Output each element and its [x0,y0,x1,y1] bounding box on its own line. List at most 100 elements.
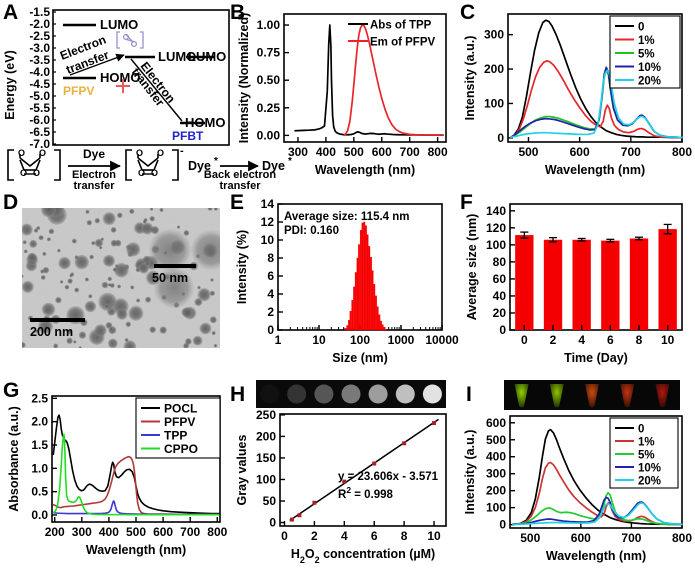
panel-i-chart: 500 600 700 800 0 100 200 300 400 500 600 Wavelengt… [463,380,692,563]
y-tick-label: 6 [267,269,274,283]
panel-a-yticks: -1.5 -2.0 -2.5 -3.0 -3.5 -4.0 -4.5 -5.0 … [29,5,50,151]
series-line-pfpv [52,455,220,516]
bar [375,295,377,331]
pfbt-lumo-label-2: LUMO [188,49,226,64]
panel-d: D 200 nm 50 nm [0,190,232,378]
panel-f-label: F [460,191,473,214]
y-tick-label: 40 [493,289,507,303]
y-tick-label: 1.5 [31,438,48,452]
error-bar [663,223,672,235]
bar [353,286,356,331]
error-bar [577,237,586,242]
x-tick-label: 700 [180,525,200,539]
x-tick-label: 600 [570,145,590,159]
y-tick-label: 20 [493,306,507,320]
error-bar [606,238,615,243]
legend-label-0: POCL [164,402,197,416]
svg-text:-6.5: -6.5 [29,125,50,139]
x-tick-label: 800 [428,145,448,159]
panel-b: B 300 400 500 600 700 800 0.00 0.25 0.50 0.75 1.00… [228,0,460,190]
bar [378,314,381,331]
y-tick-label: 80 [493,255,507,269]
svg-text:-4.0: -4.0 [29,65,50,79]
x-axis-label: Wavelength (nm) [546,549,646,563]
y-tick-label: 300 [486,467,506,481]
x-tick-label: 500 [518,145,538,159]
legend-label-1: 1% [638,437,655,449]
y-tick-label: 60 [493,272,507,286]
legend: 01% 5%10% 20% [609,15,681,89]
svg-text:-7.0: -7.0 [29,137,50,151]
y-tick-label: 2.0 [31,415,48,429]
y-axis-label: Intensity (a.u.) [463,36,477,121]
panel-g-label: G [3,379,20,402]
y-tick-label: 400 [486,450,506,464]
bar [351,300,354,331]
x-tick-label: 10 [312,333,326,347]
scheme-o-7: O [138,168,145,178]
svg-text:-5.0: -5.0 [29,89,50,103]
bar [381,324,384,331]
y-tick-label: 0 [497,131,504,145]
series-line-1 [510,59,683,139]
x-tick-label: 1000 [388,333,415,347]
x-tick-label: 200 [45,525,65,539]
bar [370,256,372,331]
scheme-o-1: O [18,148,25,158]
y-tick-label: 300 [484,28,504,42]
bar [373,283,376,331]
y-axis-label: Intensity (a.u.) [463,430,477,515]
bar [344,328,347,331]
y-tick-label: 2 [267,305,274,319]
x-axis-label: H2O2 concentration (µM) [291,547,435,565]
error-bar [520,231,529,239]
panel-a-diagram: Energy (eV) -1.5 -2.0 -2.5 -3.0 -3.5 -4.… [3,5,230,151]
x-tick-label: 400 [316,145,336,159]
svg-text:-5.5: -5.5 [29,101,50,115]
bar [543,239,563,330]
x-axis-label: Wavelength (nm) [86,543,186,557]
panel-h-label: H [230,383,246,406]
r-squared-label: R2 = 0.998 [338,485,394,501]
y-tick-label: 0 [499,518,506,532]
y-tick-label: 8 [267,251,274,265]
panel-d-label: D [3,191,19,214]
bar [629,238,649,330]
legend-label-2: 5% [638,450,655,462]
series-line-0 [512,428,683,526]
scalebar-main [30,318,85,322]
x-tick-label: 4 [578,333,585,347]
y-axis-label: Intensity (%) [235,230,249,304]
svg-text:-3.5: -3.5 [29,53,50,67]
y-tick-label: 0.50 [257,73,281,87]
legend-label-3: CPPO [164,442,198,456]
x-tick-label: 0 [281,529,288,543]
x-tick-label: 800 [672,145,692,159]
x-tick-label: 800 [672,531,692,545]
scheme-o-4: O [33,168,40,178]
pfpv-lumo-label: LUMO [100,17,138,32]
x-axis-label: Wavelength (nm) [315,163,415,177]
y-axis-label: Intensity (Normalized) [237,13,251,144]
exciton-icon [116,31,144,49]
series-line-emofpfpv [343,24,445,137]
x-tick-label: 2 [311,529,318,543]
bar [354,272,357,331]
data-points [289,421,437,522]
y-tick-label: 12 [261,215,275,229]
scheme-step2-l1: Back electron [204,169,276,181]
y-tick-label: 10 [261,233,275,247]
panel-e: E 1 10 100 1000 10000 0 2 4 6 8 10 12 14 Size (nm) Int… [228,190,460,378]
svg-text:-6.0: -6.0 [29,113,50,127]
error-bar [549,236,557,243]
bar [361,222,364,331]
bar [383,327,386,331]
y-axis-label: Absorbance (a.u.) [7,406,21,512]
y-tick-label: 100 [256,472,276,486]
legend-label-0: 0 [638,22,644,34]
legend-label-3: 10% [638,62,661,74]
y-tick-label: 0.00 [257,128,281,142]
scheme-step1-top: Dye [83,147,105,161]
